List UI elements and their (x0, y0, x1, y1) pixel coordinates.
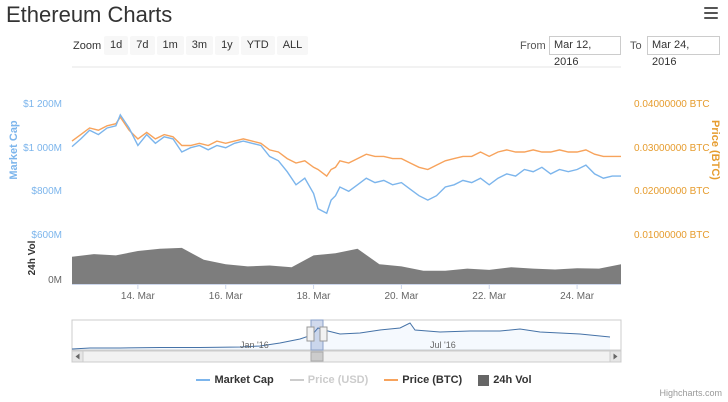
scrollbar-right-arrow-icon (613, 353, 618, 360)
legend-item-market-cap[interactable]: Market Cap (196, 374, 274, 386)
to-date-input[interactable]: Mar 24, 2016 (647, 36, 720, 68)
left-axis-tick: $1 200M (23, 99, 62, 110)
hamburger-menu-icon[interactable] (704, 7, 718, 19)
scrollbar-left-arrow-icon (75, 353, 80, 360)
volume-axis-title: 24h Vol (27, 240, 38, 275)
left-axis-tick: $600M (31, 230, 62, 241)
to-label: To (630, 40, 642, 52)
navigator-label: Jan '16 (240, 340, 269, 350)
zoom-7d-button[interactable]: 7d (130, 36, 155, 55)
zoom-3m-button[interactable]: 3m (185, 36, 214, 55)
left-axis-tick: $1 000M (23, 143, 62, 154)
legend-label: Price (BTC) (402, 374, 463, 386)
right-axis-tick: 0.03000000 BTC (634, 143, 710, 154)
scrollbar-track[interactable] (71, 350, 622, 363)
x-axis-tick-label: 14. Mar (121, 291, 156, 302)
x-axis-tick-label: 24. Mar (560, 291, 595, 302)
legend-swatch (289, 379, 304, 381)
left-axis-tick: $800M (31, 186, 62, 197)
zoom-label: Zoom (73, 40, 102, 52)
page-title: Ethereum Charts (6, 2, 173, 27)
credits-link[interactable]: Highcharts.com (659, 388, 722, 398)
ethereum-chart: $1 200M $1 000M $800M $600M Market Cap 0… (8, 66, 721, 363)
scrollbar-thumb[interactable] (310, 351, 324, 362)
zoom-all-button[interactable]: ALL (276, 36, 309, 55)
navigator-area (72, 323, 610, 350)
navigator-label: Jul '16 (430, 340, 456, 350)
legend-swatch (478, 374, 490, 386)
left-axis-title: Market Cap (8, 120, 20, 180)
market-cap-line (71, 113, 621, 215)
legend-swatch (196, 379, 211, 381)
x-axis-tick-label: 18. Mar (297, 291, 332, 302)
right-axis-tick: 0.01000000 BTC (634, 230, 710, 241)
price-btc-line (71, 115, 621, 178)
x-axis-tick-label: 16. Mar (209, 291, 244, 302)
legend-label: Market Cap (214, 374, 274, 386)
legend-item-24h-vol[interactable]: 24h Vol (478, 374, 532, 386)
navigator-right-handle[interactable] (319, 326, 328, 342)
zoom-button-group: 1d 7d 1m 3m 1y YTD ALL (104, 36, 310, 55)
zoom-1y-button[interactable]: 1y (215, 36, 239, 55)
volume-axis-tick: 0M (48, 275, 62, 286)
legend-swatch (384, 379, 399, 381)
from-date-input[interactable]: Mar 12, 2016 (549, 36, 621, 68)
navigator-left-handle[interactable] (306, 326, 315, 342)
legend-label: 24h Vol (493, 374, 532, 386)
legend-item-price-btc[interactable]: Price (BTC) (384, 374, 462, 386)
chart-legend: Market Cap Price (USD) Price (BTC) 24h V… (0, 374, 728, 386)
navigator-line (71, 322, 611, 350)
x-axis-tick-label: 22. Mar (472, 291, 507, 302)
legend-item-price-usd[interactable]: Price (USD) (289, 374, 369, 386)
right-axis-title: Price (BTC) (709, 120, 721, 180)
zoom-1d-button[interactable]: 1d (104, 36, 129, 55)
zoom-ytd-button[interactable]: YTD (240, 36, 275, 55)
legend-label: Price (USD) (307, 374, 369, 386)
zoom-1m-button[interactable]: 1m (156, 36, 184, 55)
right-axis-tick: 0.02000000 BTC (634, 186, 710, 197)
right-axis-tick: 0.04000000 BTC (634, 99, 710, 110)
navigator-background (71, 319, 622, 351)
x-axis-tick-label: 20. Mar (384, 291, 419, 302)
volume-area (72, 247, 621, 284)
from-label: From (520, 40, 546, 52)
